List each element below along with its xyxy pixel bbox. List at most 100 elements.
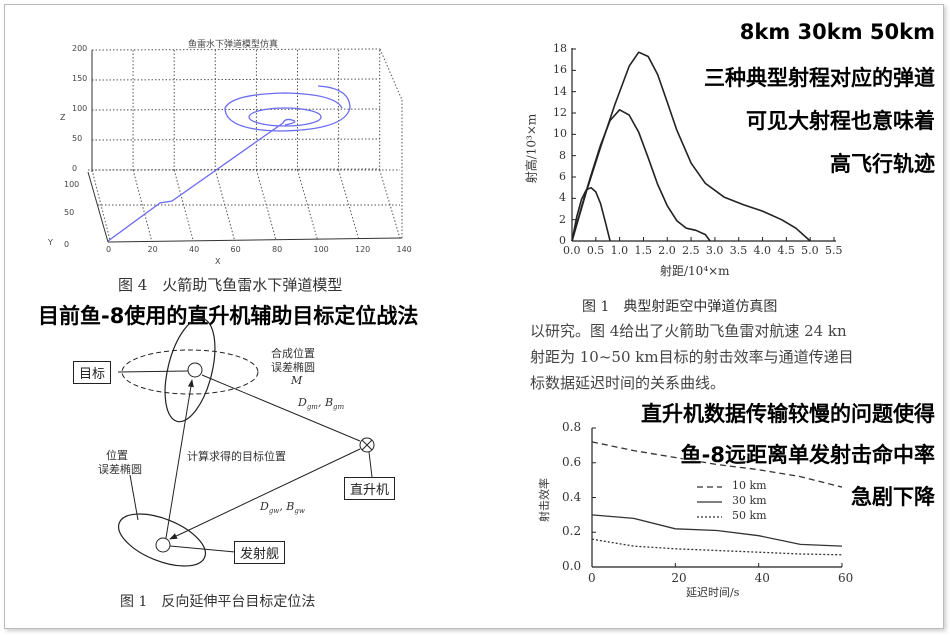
x-tick-label: 140 xyxy=(396,245,412,254)
plot3d-caption: 图 4 火箭助飞鱼雷水下弹道模型 xyxy=(118,276,343,294)
synth-label-1: 合成位置 xyxy=(271,347,315,360)
heli-box-link xyxy=(368,451,373,478)
x-tick-label: 3.5 xyxy=(729,244,748,257)
z-tick-label: 50 xyxy=(72,134,83,143)
x-tick-label: 1.5 xyxy=(634,244,652,257)
target-link xyxy=(117,370,189,373)
y-axis-label: Y xyxy=(48,238,53,247)
x-tick-label: 0.0 xyxy=(563,244,581,257)
y-tick-label: 0.6 xyxy=(562,454,582,469)
ship-box: 发射舰 xyxy=(234,541,286,564)
trajectory-series-1 xyxy=(571,109,711,242)
x-tick-label: 4.5 xyxy=(777,244,795,257)
synth-label-m: M xyxy=(291,374,303,387)
grid-line xyxy=(338,169,360,241)
trajectory-line xyxy=(107,122,284,242)
x-tick-label: 40 xyxy=(189,245,200,254)
z-tick-label: 100 xyxy=(72,104,88,113)
y-tick-label: 0.8 xyxy=(562,420,582,434)
y-tick-label: 50 xyxy=(64,208,75,217)
trajectory-chart-caption: 图 1 典型射距空中弹道仿真图 xyxy=(582,299,778,315)
y-tick-label: 0.4 xyxy=(562,489,582,504)
x-tick-label: 60 xyxy=(838,571,854,585)
y-tick-label: 14 xyxy=(553,84,567,98)
heli-target-line xyxy=(201,374,361,442)
x-tick-label: 0.5 xyxy=(586,244,605,257)
grid-line xyxy=(379,48,403,101)
x-axis-label: X xyxy=(215,257,221,266)
ship-point xyxy=(155,537,171,553)
overlay-line-2: 三种典型射程对应的弹道 xyxy=(704,66,935,90)
grid-line xyxy=(132,169,152,241)
trajectory-series-2 xyxy=(571,51,811,242)
computed-label: 计算求得的目标位置 xyxy=(187,450,286,463)
overlay-line-3: 可见大射程也意味着 xyxy=(746,109,935,133)
y-tick-label: 2 xyxy=(559,212,566,226)
overlay-line-5: 直升机数据传输较慢的问题使得 xyxy=(641,402,935,426)
y-tick-label: 10 xyxy=(553,127,567,141)
overlay-line-4: 高飞行轨迹 xyxy=(830,152,935,176)
efficiency-xlabel: 延迟时间/s xyxy=(686,586,740,599)
y-axis xyxy=(87,171,109,243)
pos-ellipse-pointer xyxy=(129,474,139,521)
grid-line xyxy=(173,169,194,241)
grid-line xyxy=(91,48,381,51)
overlay-left-title: 目前鱼-8使用的直升机辅助目标定位战法 xyxy=(38,304,419,328)
helicopter-box: 直升机 xyxy=(344,477,396,500)
y-tick-label: 6 xyxy=(559,170,566,183)
x-tick-label: 0 xyxy=(588,571,596,585)
trajectory-ylabel: 射高/10³×m xyxy=(524,113,539,184)
y-tick-label: 16 xyxy=(553,63,567,77)
efficiency-series-2 xyxy=(591,538,843,556)
x-tick-label: 120 xyxy=(355,245,371,254)
paragraph-line-3: 标数据延迟时间的关系曲线。 xyxy=(530,374,726,392)
target-point xyxy=(187,362,203,378)
efficiency-ylabel: 射击效率 xyxy=(538,478,551,522)
x-tick-label: 0 xyxy=(106,245,112,254)
y-tick-label: 4 xyxy=(559,191,566,205)
grid-line xyxy=(379,169,401,241)
grid-line xyxy=(91,108,381,111)
y-tick-label: 12 xyxy=(553,106,567,119)
target-box: 目标 xyxy=(73,361,112,384)
legend-label: 50 km xyxy=(732,509,767,522)
y-tick-label: 18 xyxy=(553,42,567,55)
x-tick-label: 40 xyxy=(754,571,770,585)
x-tick-label: 4.0 xyxy=(753,244,772,257)
y-tick-label: 0.0 xyxy=(562,559,582,573)
z-axis-label: Z xyxy=(60,113,66,122)
synth-label-2: 误差椭圆 xyxy=(271,361,315,374)
x-tick-label: 1.0 xyxy=(610,244,629,257)
spiral-middle xyxy=(248,107,322,127)
trajectory-xlabel: 射距/10⁴×m xyxy=(660,264,730,278)
y-tick-label: 0.2 xyxy=(562,524,582,539)
efficiency-series-1 xyxy=(591,514,843,547)
grid-line xyxy=(91,169,111,241)
x-tick-label: 80 xyxy=(272,245,283,254)
x-tick-label: 3.0 xyxy=(705,244,724,257)
diagram-caption: 图 1 反向延伸平台目标定位法 xyxy=(120,594,316,610)
z-tick-label: 0 xyxy=(72,164,78,173)
x-tick-label: 20 xyxy=(147,245,158,254)
pos-label-2: 误差椭圆 xyxy=(98,463,142,476)
x-tick-label: 2.5 xyxy=(682,244,700,257)
x-tick-label: 5.5 xyxy=(825,244,843,257)
paragraph-line-1: 以研究。图 4给出了火箭助飞鱼雷对航速 24 kn xyxy=(530,322,847,340)
x-axis xyxy=(107,237,403,243)
grid-line xyxy=(297,169,318,241)
ship-box-link xyxy=(169,545,236,553)
image-frame xyxy=(4,4,944,629)
z-tick-label: 150 xyxy=(72,74,88,83)
overlay-ranges: 8km 30km 50km xyxy=(739,20,935,44)
y-tick-label: 0 xyxy=(64,240,70,249)
target-error-ellipse xyxy=(164,317,216,423)
helicopter-cross-icon xyxy=(361,439,373,451)
dgw-bgw-label: Dgw, Bgw xyxy=(260,500,305,516)
x-tick-label: 5.0 xyxy=(801,244,819,257)
overlay-line-7: 急剧下降 xyxy=(851,485,935,509)
dgm-bgm-label: Dgm, Bgm xyxy=(298,396,345,412)
efficiency-series-0 xyxy=(591,441,843,488)
x-tick-label: 2.0 xyxy=(658,244,676,257)
legend-label: 10 km xyxy=(732,479,767,492)
